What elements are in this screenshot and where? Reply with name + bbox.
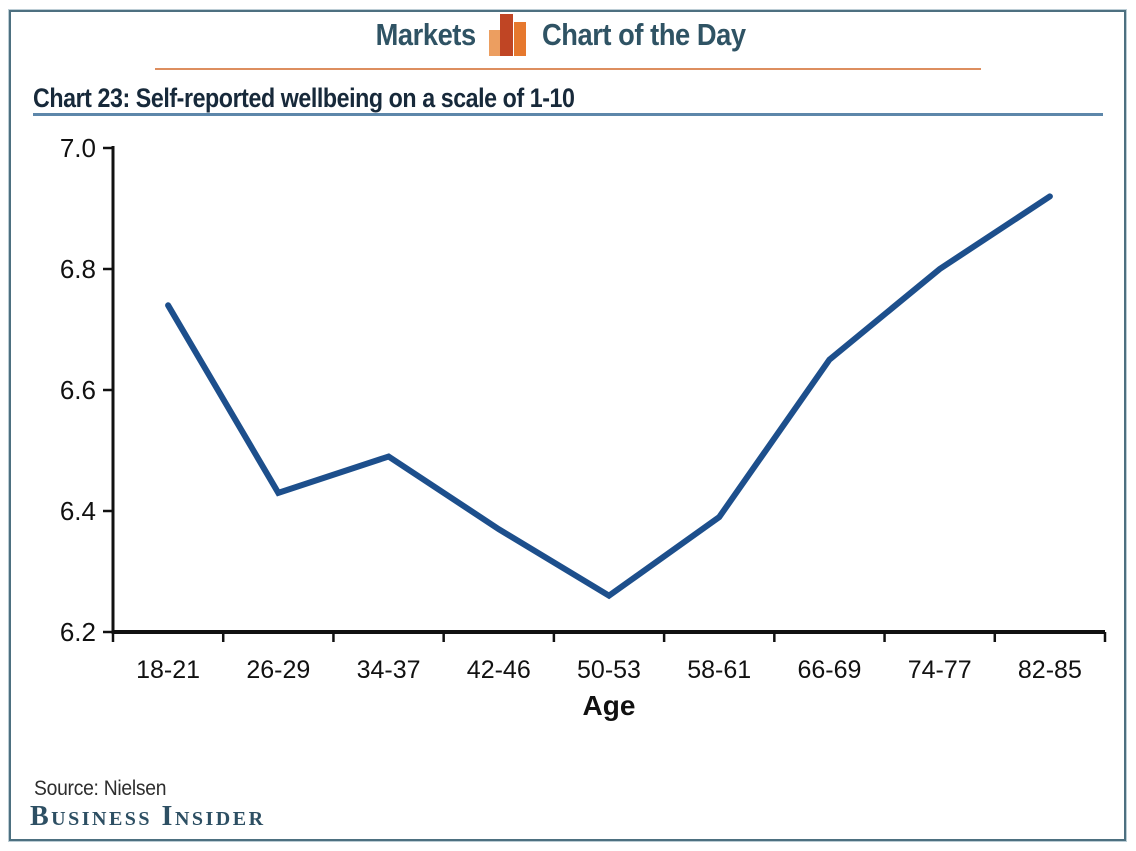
- header-chart-of-the-day-label: Chart of the Day: [542, 17, 746, 52]
- header-divider: [155, 68, 981, 70]
- x-axis-tick-label: 66-69: [797, 656, 861, 684]
- bar-chart-icon-right-bar: [514, 22, 527, 56]
- chart-title: Chart 23: Self-reported wellbeing on a s…: [33, 83, 575, 113]
- x-axis-tick-label: 42-46: [467, 656, 531, 684]
- x-axis-tick-label: 50-53: [577, 656, 641, 684]
- wellbeing-data-line: [165, 193, 1053, 600]
- y-axis-tick-label: 7.0: [60, 133, 96, 163]
- bar-chart-icon-middle-bar: [500, 14, 514, 56]
- x-axis-title: Age: [583, 690, 636, 721]
- y-axis-tick-label: 6.8: [60, 254, 96, 284]
- y-axis-tick-label: 6.2: [60, 617, 96, 647]
- x-axis-tick-label: 26-29: [246, 656, 310, 684]
- x-axis-tick-label: 74-77: [908, 656, 972, 684]
- header-markets-label: Markets: [376, 17, 477, 52]
- y-axis-tick-label: 6.6: [60, 375, 96, 405]
- header: Markets Chart of the Day: [0, 14, 1136, 56]
- business-insider-logo: Business Insider: [30, 801, 266, 832]
- bar-chart-icon-left-bar: [489, 30, 502, 56]
- wellbeing-line-chart: 6.2 6.4 6.6 6.8 7.0 18-21 26-29 34-37 42-46 50-53…: [60, 133, 1107, 721]
- chart-title-underline: [33, 113, 1103, 116]
- x-axis-tick-label: 18-21: [136, 656, 200, 684]
- x-axis-tick-label: 34-37: [357, 656, 421, 684]
- x-axis-tick-label: 82-85: [1018, 656, 1082, 684]
- page-border-frame: [9, 10, 1126, 841]
- x-axis-tick-label: 58-61: [687, 656, 751, 684]
- y-axis-tick-label: 6.4: [60, 496, 96, 526]
- bar-chart-icon: [489, 14, 529, 56]
- source-label: Source: Nielsen: [34, 777, 167, 800]
